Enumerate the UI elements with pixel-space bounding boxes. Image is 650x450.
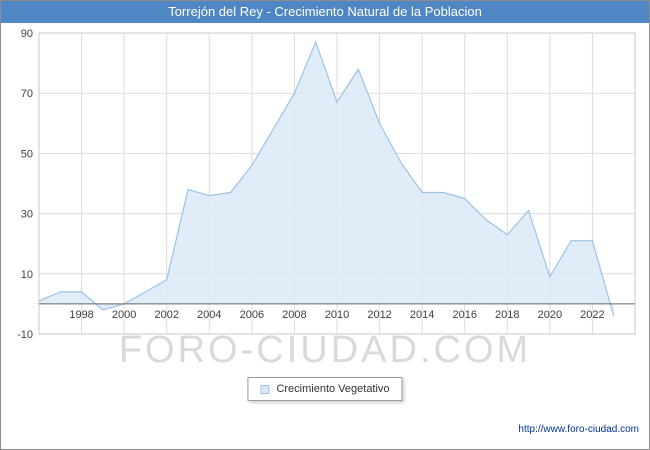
svg-text:90: 90	[21, 28, 33, 40]
chart-title-bar: Torrejón del Rey - Crecimiento Natural d…	[1, 1, 649, 23]
legend-label: Crecimiento Vegetativo	[276, 383, 390, 395]
legend-marker-icon	[260, 384, 270, 394]
svg-text:2004: 2004	[197, 309, 221, 321]
svg-text:2020: 2020	[538, 309, 562, 321]
chart-title: Torrejón del Rey - Crecimiento Natural d…	[168, 4, 482, 19]
svg-text:2008: 2008	[282, 309, 306, 321]
svg-text:2012: 2012	[367, 309, 391, 321]
svg-text:2016: 2016	[452, 309, 476, 321]
svg-text:2002: 2002	[154, 309, 178, 321]
svg-text:50: 50	[21, 148, 33, 160]
legend: Crecimiento Vegetativo	[247, 377, 403, 401]
svg-text:2010: 2010	[325, 309, 349, 321]
svg-text:2014: 2014	[410, 309, 434, 321]
svg-text:2006: 2006	[240, 309, 264, 321]
footer-url[interactable]: http://www.foro-ciudad.com	[518, 424, 639, 435]
svg-text:30: 30	[21, 209, 33, 221]
svg-text:2000: 2000	[112, 309, 136, 321]
svg-text:70: 70	[21, 88, 33, 100]
svg-text:10: 10	[21, 269, 33, 281]
svg-text:-10: -10	[17, 329, 33, 341]
svg-text:2022: 2022	[580, 309, 604, 321]
svg-text:2018: 2018	[495, 309, 519, 321]
svg-text:1998: 1998	[69, 309, 93, 321]
